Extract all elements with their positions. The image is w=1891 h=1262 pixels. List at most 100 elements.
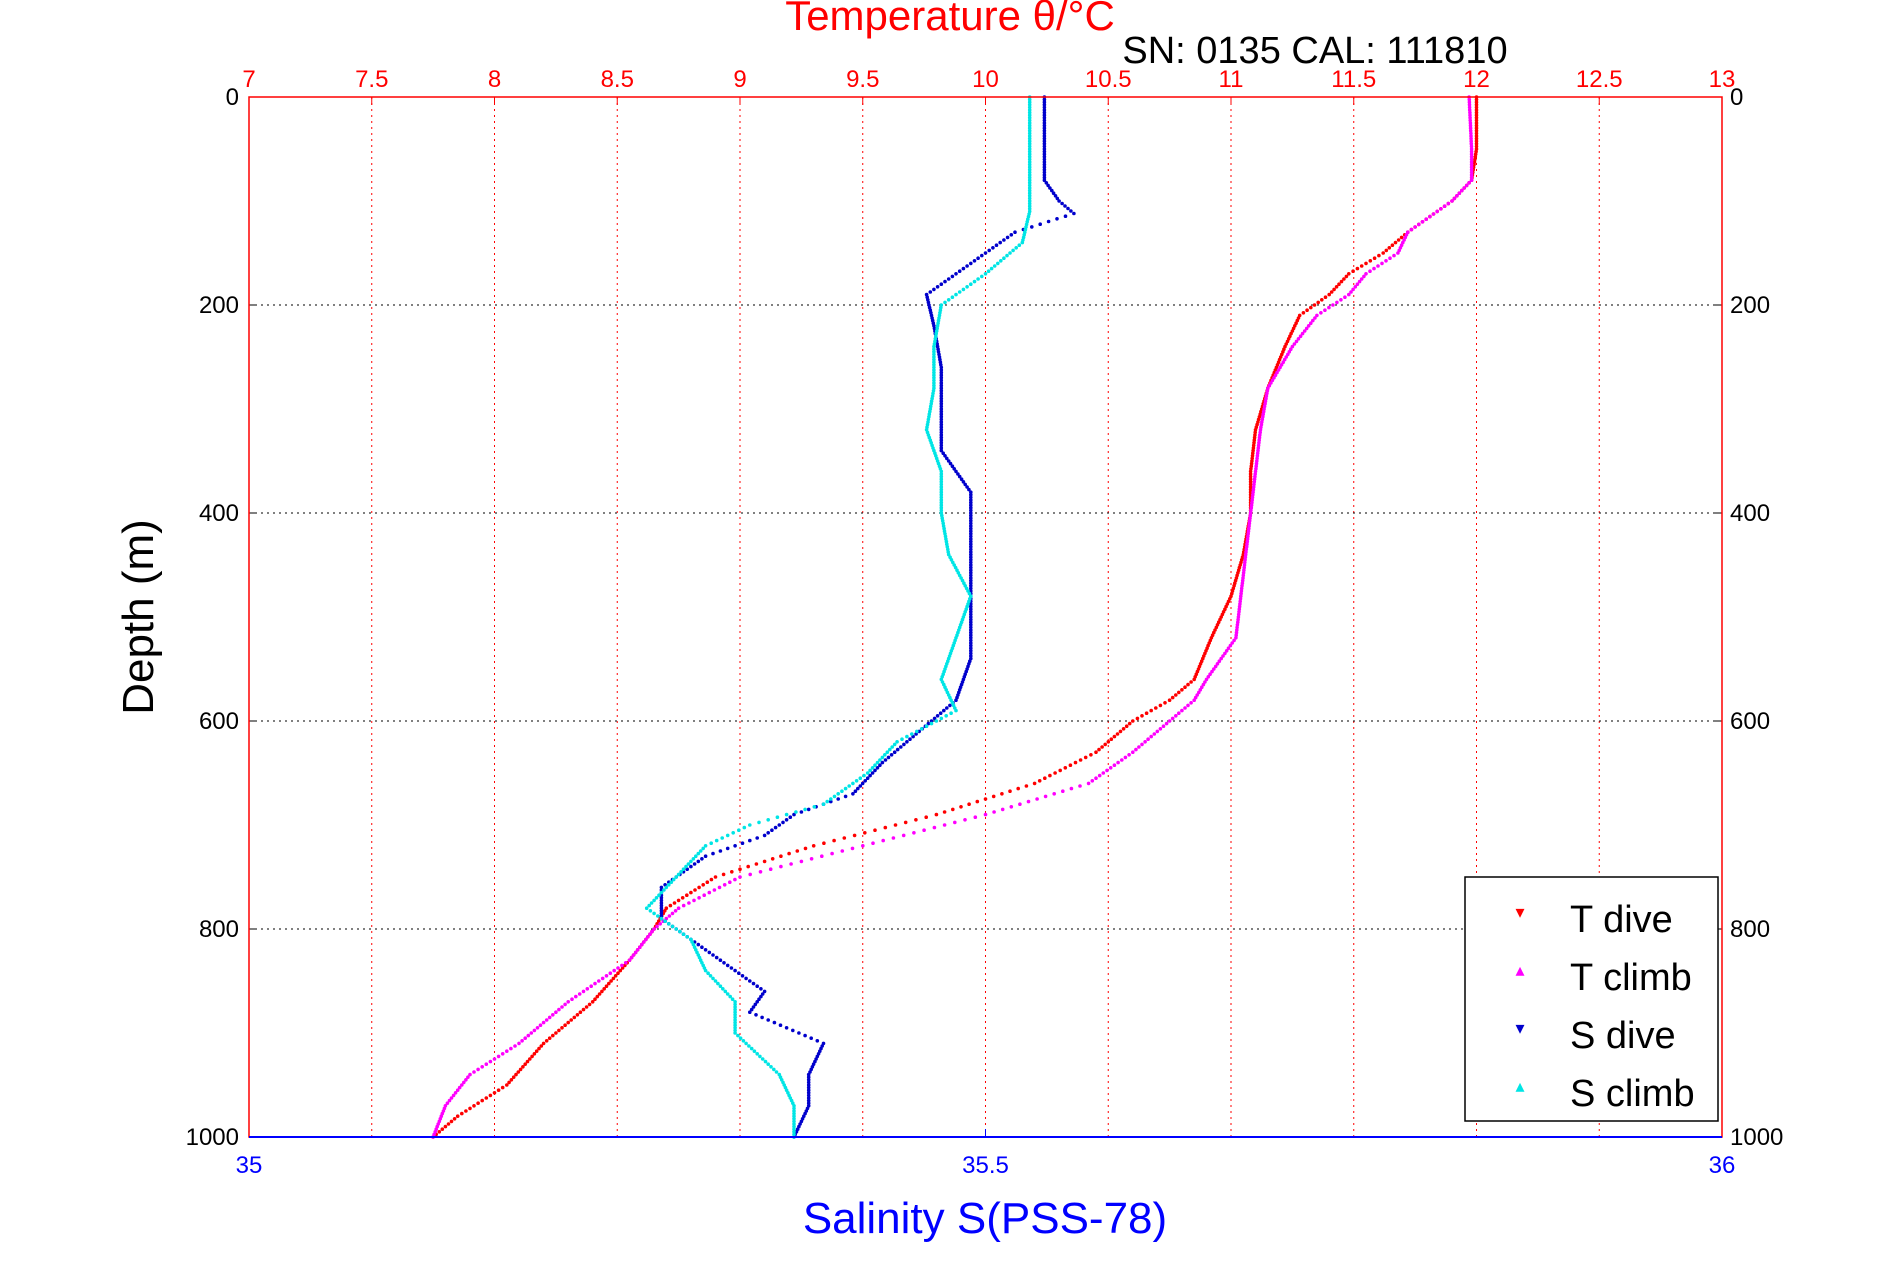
- data-point-t-climb: [799, 859, 804, 864]
- data-point-t-dive: [1474, 131, 1479, 136]
- data-point-s-dive: [939, 389, 944, 393]
- data-point-s-dive: [998, 240, 1002, 245]
- data-point-s-dive: [969, 565, 973, 570]
- data-point-t-climb: [779, 864, 783, 869]
- data-point-s-dive: [1013, 230, 1017, 234]
- depth-tick-label-left: 1000: [186, 1124, 239, 1151]
- data-point-t-dive: [569, 1018, 573, 1022]
- data-point-s-dive: [980, 253, 984, 258]
- data-point-s-dive: [792, 812, 796, 817]
- data-point-s-climb: [758, 1054, 762, 1059]
- data-point-t-climb: [1452, 196, 1457, 201]
- data-point-t-climb: [604, 974, 609, 978]
- data-point-t-climb: [1250, 500, 1254, 505]
- data-point-t-dive: [730, 870, 734, 874]
- data-point-t-dive: [1158, 703, 1163, 708]
- data-point-t-climb: [1235, 623, 1240, 627]
- data-point-s-dive: [755, 1000, 759, 1004]
- data-point-t-climb: [623, 961, 628, 965]
- data-point-s-dive: [939, 396, 944, 401]
- data-point-s-dive: [749, 1007, 754, 1012]
- data-point-t-dive: [893, 823, 898, 827]
- data-point-s-dive: [954, 469, 958, 474]
- data-point-t-dive: [476, 1101, 480, 1105]
- data-point-s-dive: [939, 282, 944, 287]
- data-point-s-climb: [1017, 243, 1022, 247]
- data-point-t-dive: [563, 1023, 567, 1027]
- data-point-t-dive: [924, 815, 928, 819]
- data-point-s-dive: [969, 493, 973, 497]
- data-point-s-dive: [806, 1085, 811, 1090]
- data-point-s-dive: [938, 711, 943, 715]
- data-point-t-dive: [544, 1039, 549, 1043]
- data-point-s-climb: [691, 857, 696, 861]
- data-point-s-dive: [883, 758, 888, 762]
- data-point-s-dive: [957, 269, 962, 274]
- data-point-s-dive: [1030, 225, 1034, 229]
- data-point-s-climb: [1027, 139, 1032, 143]
- data-point-s-dive: [967, 487, 971, 492]
- data-point-s-climb: [792, 1106, 796, 1111]
- data-point-t-dive: [1387, 246, 1392, 250]
- data-point-s-dive: [760, 1015, 764, 1020]
- data-point-t-dive: [951, 807, 955, 812]
- data-point-s-climb: [854, 779, 859, 783]
- data-point-s-dive: [959, 477, 964, 482]
- data-point-s-climb: [733, 1013, 737, 1017]
- data-point-s-dive: [969, 633, 973, 637]
- data-point-t-climb: [953, 820, 957, 825]
- data-point-t-climb: [1035, 797, 1039, 801]
- data-point-t-climb: [523, 1036, 527, 1040]
- data-point-s-dive: [939, 368, 944, 372]
- data-point-t-climb: [1469, 168, 1474, 172]
- data-point-s-dive: [806, 1072, 811, 1077]
- data-point-t-dive: [460, 1111, 464, 1116]
- data-point-s-dive: [722, 961, 726, 965]
- data-point-t-climb: [1253, 469, 1258, 474]
- data-point-s-dive: [707, 950, 712, 955]
- data-point-s-dive: [797, 1031, 801, 1035]
- data-point-s-climb: [1027, 173, 1032, 177]
- data-point-s-dive: [939, 402, 944, 406]
- data-point-s-dive: [875, 766, 880, 770]
- data-point-t-climb: [1311, 318, 1315, 323]
- data-point-t-dive: [528, 1057, 532, 1061]
- data-point-s-climb: [1027, 144, 1032, 149]
- data-point-t-dive: [676, 898, 681, 903]
- data-point-t-climb: [1380, 261, 1384, 266]
- data-point-t-dive: [689, 890, 693, 895]
- data-point-s-dive: [943, 454, 947, 458]
- data-point-t-climb: [526, 1033, 531, 1038]
- data-point-s-dive: [886, 755, 891, 760]
- data-point-t-climb: [1248, 513, 1253, 518]
- data-point-t-dive: [705, 880, 710, 884]
- data-point-s-dive: [1042, 170, 1047, 175]
- data-point-t-dive: [672, 901, 677, 905]
- data-point-t-climb: [667, 914, 672, 918]
- data-point-s-climb: [939, 472, 944, 476]
- data-point-s-climb: [939, 490, 944, 495]
- data-point-s-climb: [769, 1065, 773, 1069]
- data-point-t-climb: [557, 1007, 561, 1012]
- data-point-s-dive: [969, 529, 973, 533]
- data-point-s-climb: [1011, 248, 1015, 253]
- data-point-s-climb: [671, 877, 676, 882]
- data-point-s-climb: [1027, 134, 1032, 138]
- data-point-t-climb: [1357, 279, 1362, 284]
- temperature-tick-label: 9.5: [846, 66, 879, 93]
- data-point-t-dive: [1327, 292, 1331, 297]
- data-point-s-climb: [670, 924, 675, 929]
- data-point-t-climb: [1177, 711, 1181, 715]
- data-point-s-climb: [932, 370, 936, 375]
- data-point-s-climb: [1027, 162, 1032, 167]
- data-point-t-climb: [992, 810, 996, 814]
- data-point-s-dive: [969, 630, 973, 635]
- data-point-t-climb: [1237, 607, 1242, 611]
- data-point-s-dive: [969, 638, 973, 643]
- data-point-s-dive: [755, 984, 759, 988]
- data-point-s-dive: [711, 953, 715, 957]
- data-point-s-climb: [992, 264, 997, 268]
- data-point-s-dive: [1063, 204, 1067, 208]
- data-point-t-climb: [1468, 121, 1473, 125]
- data-point-t-climb: [1469, 131, 1473, 136]
